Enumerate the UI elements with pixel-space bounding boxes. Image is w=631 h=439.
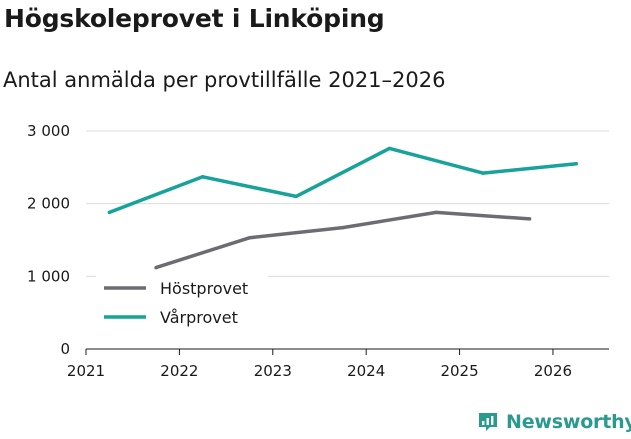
- y-tick-label: 0: [60, 340, 70, 358]
- legend: Höstprovet Vårprovet: [96, 272, 268, 336]
- legend-label: Höstprovet: [160, 279, 248, 298]
- data-point: [247, 236, 252, 240]
- data-point: [107, 210, 112, 215]
- chart-title: Högskoleprovet i Linköping: [4, 4, 385, 33]
- data-point: [387, 146, 392, 151]
- data-point: [294, 194, 298, 199]
- chart-subtitle: Antal anmälda per provtillfälle 2021–202…: [3, 68, 446, 92]
- x-tick-label: 2025: [440, 362, 478, 380]
- bar-chart-icon: [479, 413, 497, 431]
- series-line: [108, 146, 577, 215]
- x-tick-label: 2021: [67, 362, 105, 380]
- data-point: [434, 210, 438, 215]
- legend-background: [96, 272, 268, 336]
- legend-label: Vårprovet: [160, 308, 238, 327]
- y-tick-label: 2 000: [27, 195, 70, 213]
- data-point: [341, 225, 345, 230]
- series-lines: [107, 146, 579, 270]
- gridlines: [86, 130, 609, 277]
- x-tick-label: 2026: [534, 362, 572, 380]
- data-point: [200, 175, 205, 179]
- x-tick-label: 2022: [160, 362, 198, 380]
- data-point: [154, 265, 158, 270]
- brand-name: Newsworthy: [506, 411, 631, 433]
- y-axis-labels: 0 1 000 2 000 3 000: [27, 122, 70, 358]
- data-point: [574, 161, 579, 166]
- line-chart: 2021 2022 2023 2024 2025 2026 0 1 000 2 000 3 00…: [27, 122, 609, 380]
- series-line: [155, 210, 530, 270]
- data-point: [481, 171, 485, 175]
- x-axis: 2021 2022 2023 2024 2025 2026: [67, 348, 609, 380]
- x-tick-label: 2024: [347, 362, 385, 380]
- x-tick-label: 2023: [254, 362, 292, 380]
- y-tick-label: 3 000: [27, 122, 70, 140]
- data-point: [527, 217, 532, 221]
- y-tick-label: 1 000: [27, 267, 70, 285]
- newsworthy-logo[interactable]: Newsworthy: [476, 410, 631, 434]
